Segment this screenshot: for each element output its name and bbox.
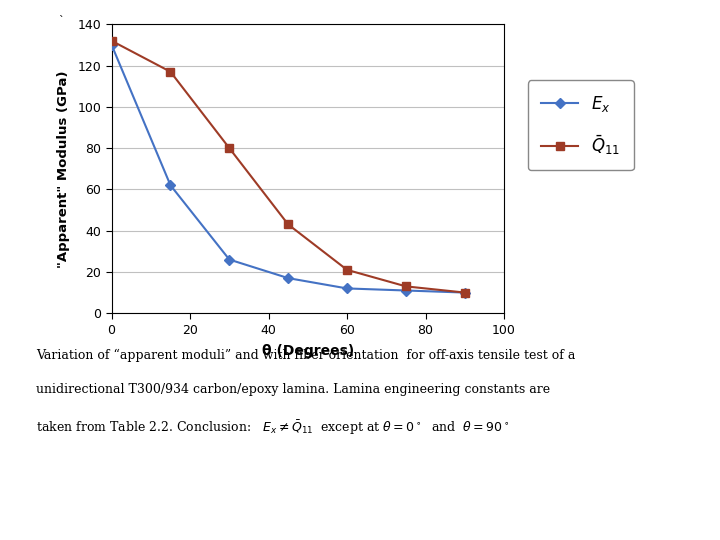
Text: `: `: [58, 16, 63, 26]
Text: unidirectional T300/934 carbon/epoxy lamina. Lamina engineering constants are: unidirectional T300/934 carbon/epoxy lam…: [36, 383, 550, 396]
Text: taken from Table 2.2. Conclusion:   $E_x \neq \bar{Q}_{11}$  except at $\theta =: taken from Table 2.2. Conclusion: $E_x \…: [36, 418, 509, 437]
X-axis label: θ (Degrees): θ (Degrees): [261, 343, 354, 357]
Legend: $E_x$, $\bar{Q}_{11}$: $E_x$, $\bar{Q}_{11}$: [528, 80, 634, 171]
Y-axis label: "Apparent" Modulus (GPa): "Apparent" Modulus (GPa): [58, 70, 71, 267]
Text: Variation of “apparent moduli” and with fiber orientation  for off-axis tensile : Variation of “apparent moduli” and with …: [36, 348, 575, 362]
